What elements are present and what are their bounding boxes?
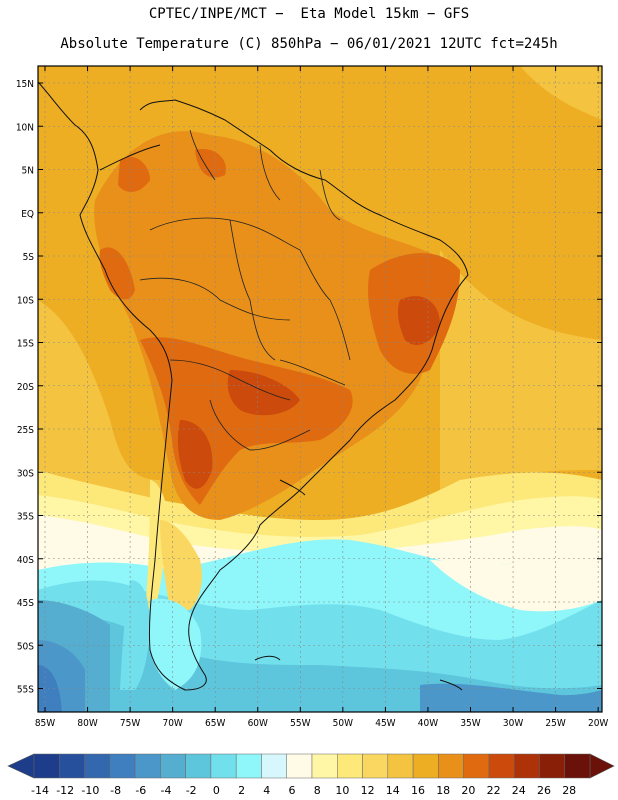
lon-label: 45W xyxy=(375,718,395,729)
lat-label: 50S xyxy=(17,641,34,652)
colorbar-tick-label: 28 xyxy=(562,784,576,797)
colorbar-tick-label: -12 xyxy=(56,784,74,797)
latitude-labels: 15N 10N 5N EQ 5S 10S 15S 20S 25S 30S 35S 40S 45S 50S 5… xyxy=(16,79,34,696)
colorbar-tick-label: -14 xyxy=(31,784,49,797)
lat-label: 25S xyxy=(17,425,34,436)
lon-label: 55W xyxy=(290,718,310,729)
colorbar-tick-label: 10 xyxy=(335,784,349,797)
lat-label: 5N xyxy=(22,166,34,177)
lat-label: 15S xyxy=(17,339,34,350)
colorbar-swatch xyxy=(134,753,161,779)
colorbar-swatch xyxy=(488,753,515,779)
colorbar-tick-label: -2 xyxy=(186,784,197,797)
lat-label: 5S xyxy=(23,252,35,263)
colorbar-tick-label: 6 xyxy=(289,784,296,797)
axis-ticks xyxy=(38,66,602,712)
colorbar-swatch xyxy=(33,753,60,779)
lon-label: 75W xyxy=(120,718,140,729)
lon-label: 65W xyxy=(205,718,225,729)
lat-label: 10S xyxy=(17,295,34,306)
lon-label: 30W xyxy=(503,718,523,729)
lon-label: 85W xyxy=(35,718,55,729)
lon-label: 25W xyxy=(545,718,565,729)
lat-label: 15N xyxy=(16,79,34,90)
colorbar-tick-label: 26 xyxy=(537,784,551,797)
lon-label: 60W xyxy=(248,718,268,729)
country-borders xyxy=(139,129,351,451)
colorbar-right-arrow xyxy=(589,753,615,779)
lat-label: EQ xyxy=(21,209,34,220)
colorbar-tick-label: 2 xyxy=(238,784,245,797)
colorbar-swatch xyxy=(311,753,338,779)
lon-label: 40W xyxy=(418,718,438,729)
lat-label: 45S xyxy=(17,598,34,609)
colorbar-tick-label: 22 xyxy=(487,784,501,797)
colorbar-swatch xyxy=(412,753,439,779)
map-subtitle: Absolute Temperature (C) 850hPa − 06/01/… xyxy=(60,36,558,52)
colorbar-swatch xyxy=(185,753,212,779)
colorbar-swatch xyxy=(59,753,85,779)
colorbar-swatch xyxy=(84,753,111,779)
colorbar-tick-label: 14 xyxy=(386,784,400,797)
graticule xyxy=(38,66,602,712)
colorbar-swatch xyxy=(109,753,136,779)
colorbar-swatch xyxy=(564,753,591,779)
lat-label: 40S xyxy=(17,555,34,566)
colorbar-tick-label: 20 xyxy=(461,784,475,797)
colorbar-labels: -14 -12 -10 -8 -6 -4 -2 0 2 4 6 8 10 12 14 16 18 20 22 24 26… xyxy=(31,784,576,797)
colorbar-tick-label: 18 xyxy=(436,784,450,797)
colorbar-swatch xyxy=(463,753,490,779)
colorbar-swatch xyxy=(362,753,389,779)
colorbar-swatch xyxy=(438,753,464,779)
map-frame xyxy=(37,65,603,713)
colorbar-tick-label: 0 xyxy=(213,784,220,797)
colorbar-swatch xyxy=(210,753,237,779)
lon-label: 35W xyxy=(460,718,480,729)
lon-label: 70W xyxy=(162,718,182,729)
colorbar-swatch xyxy=(286,753,313,779)
lat-label: 35S xyxy=(17,512,34,523)
lon-label: 80W xyxy=(77,718,97,729)
colorbar-swatch xyxy=(539,753,565,779)
colorbar-tick-label: 4 xyxy=(263,784,270,797)
lat-label: 55S xyxy=(17,685,34,696)
colorbar-swatch xyxy=(235,753,262,779)
longitude-labels: 85W 80W 75W 70W 65W 60W 55W 50W 45W 40W 35W 30W 25W 2… xyxy=(35,718,609,729)
coastlines xyxy=(38,81,469,691)
colorbar-tick-label: -4 xyxy=(161,784,172,797)
temperature-field xyxy=(38,66,602,712)
colorbar-tick-label: -6 xyxy=(135,784,146,797)
colorbar-swatch xyxy=(337,753,363,779)
colorbar-tick-label: -8 xyxy=(110,784,121,797)
colorbar-tick-label: -10 xyxy=(81,784,99,797)
lon-label: 50W xyxy=(333,718,353,729)
colorbar-swatch xyxy=(261,753,287,779)
lat-label: 30S xyxy=(17,468,34,479)
colorbar-tick-label: 24 xyxy=(512,784,526,797)
colorbar-swatch xyxy=(387,753,414,779)
colorbar-tick-label: 8 xyxy=(314,784,321,797)
colorbar-tick-label: 16 xyxy=(411,784,425,797)
colorbar-swatch xyxy=(513,753,540,779)
colorbar-swatch xyxy=(160,753,186,779)
colorbar-left-arrow xyxy=(7,753,35,779)
lat-label: 20S xyxy=(17,382,34,393)
lon-label: 20W xyxy=(588,718,608,729)
colorbar xyxy=(7,753,615,779)
colorbar-tick-label: 12 xyxy=(361,784,375,797)
lat-label: 10N xyxy=(16,122,34,133)
map-title: CPTEC/INPE/MCT − Eta Model 15km − GFS xyxy=(148,6,470,22)
